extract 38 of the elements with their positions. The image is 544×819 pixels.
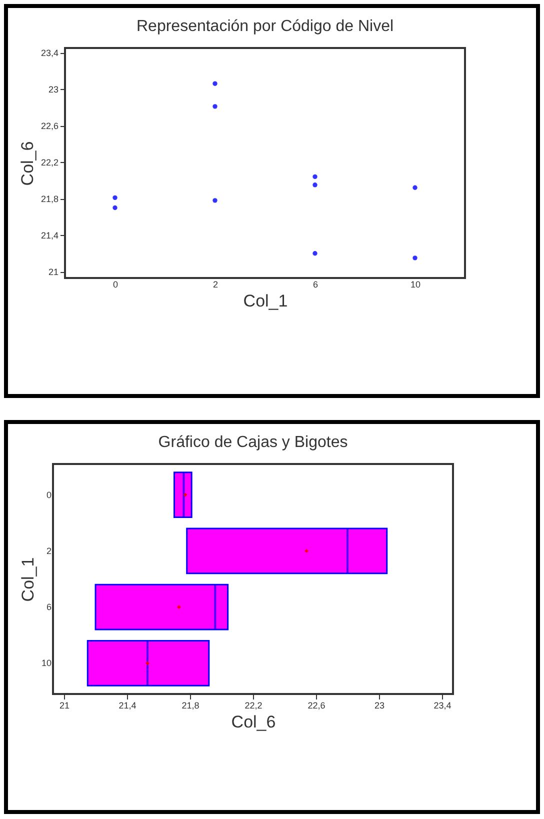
x-tick-label: 21,8 <box>182 700 200 710</box>
x-tick-label: 21 <box>60 700 70 710</box>
point <box>212 104 218 109</box>
y-tick-label: 21,4 <box>40 230 58 241</box>
chart-title: Representación por Código de Nivel <box>136 18 394 35</box>
y-tick-label: 10 <box>41 658 52 668</box>
point <box>412 256 418 260</box>
point <box>312 174 318 180</box>
point <box>312 251 318 256</box>
point <box>412 185 418 190</box>
x-axis-title: Col_1 <box>243 292 288 310</box>
y-tick-label: 22,2 <box>40 158 58 168</box>
point <box>312 182 318 188</box>
point <box>212 198 218 203</box>
y-tick-label: 22,6 <box>40 121 58 132</box>
y-tick-label: 21,8 <box>40 194 58 204</box>
y-tick-label: 23 <box>48 84 58 95</box>
chart-title: Gráfico de Cajas y Bigotes <box>158 434 348 451</box>
x-tick-label: 0 <box>112 280 118 290</box>
x-tick-label: 10 <box>410 280 421 290</box>
y-tick-label: 21 <box>48 267 58 278</box>
y-tick-label: 6 <box>46 602 52 612</box>
x-tick-label: 23,4 <box>434 700 452 710</box>
x-tick-label: 21,4 <box>118 700 136 710</box>
y-axis-title: Col_6 <box>18 141 37 186</box>
x-tick-label: 22,6 <box>308 700 326 710</box>
y-axis-title: Col_1 <box>18 557 38 602</box>
x-tick-label: 2 <box>212 280 218 290</box>
y-tick-label: 0 <box>46 490 52 500</box>
x-axis-title: Col_6 <box>231 712 276 732</box>
point <box>112 195 118 200</box>
x-tick-label: 22,2 <box>244 700 262 710</box>
point <box>112 205 118 210</box>
y-tick-label: 2 <box>46 546 52 556</box>
x-tick-label: 6 <box>312 280 318 290</box>
x-tick-label: 23 <box>374 700 384 710</box>
y-tick-label: 23,4 <box>40 48 58 58</box>
point <box>212 81 218 86</box>
